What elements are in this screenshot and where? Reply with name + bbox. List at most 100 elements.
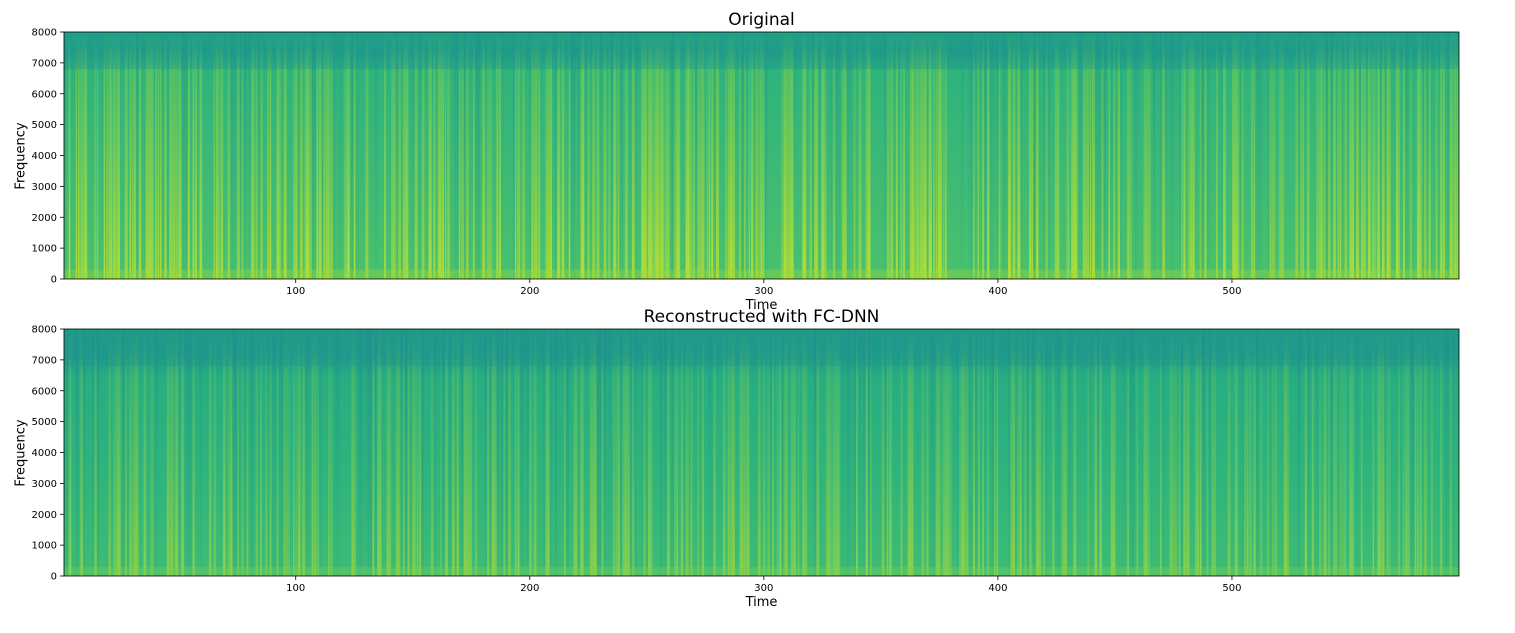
spectrogram-stripe (232, 329, 235, 576)
spectrogram-stripe (440, 32, 443, 279)
spectrogram-stripe (891, 32, 894, 279)
spectrogram-stripe (680, 329, 683, 576)
spectrogram-stripe (835, 32, 838, 279)
spectrogram-stripe (82, 329, 86, 576)
spectrogram-stripe (1192, 32, 1195, 279)
y-tick-label: 1000 (32, 541, 57, 552)
spectrogram-stripe (1335, 329, 1338, 576)
spectrogram-stripe (463, 329, 467, 576)
spectrogram-stripe (248, 32, 251, 279)
spectrogram-stripe (601, 329, 604, 576)
spectrogram-stripe (783, 329, 787, 576)
spectrogram-stripe (66, 329, 69, 576)
spectrogram-stripe (650, 32, 653, 279)
spectrogram-stripe (1330, 32, 1333, 279)
spectrogram-stripe (1386, 329, 1389, 576)
spectrogram-stripe (194, 32, 198, 279)
spectrogram-stripe (743, 329, 746, 576)
spectrogram-stripe (650, 329, 653, 576)
spectrogram-stripe (935, 329, 939, 576)
spectrogram-stripe (793, 32, 796, 279)
spectrogram-stripe (1096, 329, 1100, 576)
spectrogram-stripe (1241, 329, 1245, 576)
spectrogram-stripe (802, 329, 805, 576)
spectrogram-stripe (82, 32, 86, 279)
spectrogram-stripe (447, 32, 450, 279)
spectrogram-stripe (1444, 329, 1448, 576)
high-frequency-band (64, 329, 1459, 367)
spectrogram-stripe (543, 329, 546, 576)
spectrogram-stripe (500, 329, 504, 576)
spectrogram-stripe (1008, 32, 1012, 279)
spectrogram-stripe (295, 329, 297, 576)
y-tick-label: 2000 (32, 213, 57, 224)
y-tick-label: 0 (51, 572, 57, 583)
spectrogram-stripe (178, 329, 181, 576)
spectrogram-stripe (440, 329, 442, 576)
spectrogram-stripe (213, 32, 216, 279)
spectrogram-stripe (78, 32, 80, 279)
spectrogram-stripe (1311, 329, 1315, 576)
spectrogram-stripe (1190, 32, 1193, 279)
spectrogram-stripe (1253, 32, 1256, 279)
spectrogram-stripe (92, 329, 95, 576)
spectrogram-stripe (547, 329, 550, 576)
spectrogram-stripe (1402, 32, 1406, 279)
spectrogram-stripe (865, 329, 869, 576)
spectrogram-stripe (267, 329, 270, 576)
spectrogram-stripe (407, 329, 410, 576)
spectrogram-stripe (428, 32, 432, 279)
spectrogram-stripe (765, 32, 768, 279)
spectrogram-stripe (804, 329, 808, 576)
spectrogram-stripe (1405, 32, 1408, 279)
spectrogram-stripe (1363, 32, 1366, 279)
spectrogram-stripe (989, 32, 992, 279)
spectrogram-stripe (870, 329, 872, 576)
spectrogram-stripe (599, 32, 602, 279)
spectrogram-stripe (456, 329, 459, 576)
spectrogram-stripe (573, 32, 576, 279)
spectrogram-stripe (814, 32, 818, 279)
x-axis-label-reconstructed: Time (745, 595, 778, 610)
spectrogram-stripe (1325, 32, 1329, 279)
spectrogram-stripe (776, 329, 779, 576)
spectrogram-stripe (930, 329, 934, 576)
y-tick-label: 2000 (32, 510, 57, 521)
spectrogram-original (64, 32, 1459, 279)
spectrogram-stripe (849, 32, 852, 279)
spectrogram-stripe (234, 32, 237, 279)
spectrogram-stripe (699, 32, 703, 279)
spectrogram-stripe (643, 329, 646, 576)
spectrogram-stripe (977, 32, 980, 279)
spectrogram-stripe (220, 32, 224, 279)
spectrogram-stripe (1248, 329, 1252, 576)
spectrogram-stripe (1075, 32, 1078, 279)
spectrogram-stripe (814, 329, 817, 576)
spectrogram-stripe (489, 32, 492, 279)
spectrogram-stripe (314, 32, 317, 279)
spectrogram-stripe (652, 32, 656, 279)
spectrogram-stripe (1234, 329, 1238, 576)
spectrogram-stripe (1328, 329, 1331, 576)
spectrogram-stripe (842, 329, 845, 576)
x-tick-label: 300 (754, 286, 773, 297)
spectrogram-stripe (547, 32, 550, 279)
spectrogram-stripe (1033, 32, 1037, 279)
spectrogram-stripe (1078, 32, 1081, 279)
spectrogram-stripe (1183, 329, 1186, 576)
spectrogram-stripe (1344, 329, 1346, 576)
spectrogram-stripe (444, 329, 448, 576)
spectrogram-stripe (585, 32, 588, 279)
spectrogram-stripe (958, 329, 962, 576)
spectrogram-stripe (304, 329, 308, 576)
spectrogram-stripe (1281, 32, 1284, 279)
spectrogram-stripe (947, 329, 950, 576)
spectrogram-stripe (1052, 329, 1055, 576)
spectrogram-stripe (767, 329, 771, 576)
spectrogram-stripe (648, 329, 651, 576)
spectrogram-stripe (550, 32, 552, 279)
spectrogram-stripe (419, 329, 422, 576)
spectrogram-stripe (1283, 329, 1287, 576)
spectrogram-stripe (942, 329, 946, 576)
spectrogram-stripe (965, 329, 969, 576)
